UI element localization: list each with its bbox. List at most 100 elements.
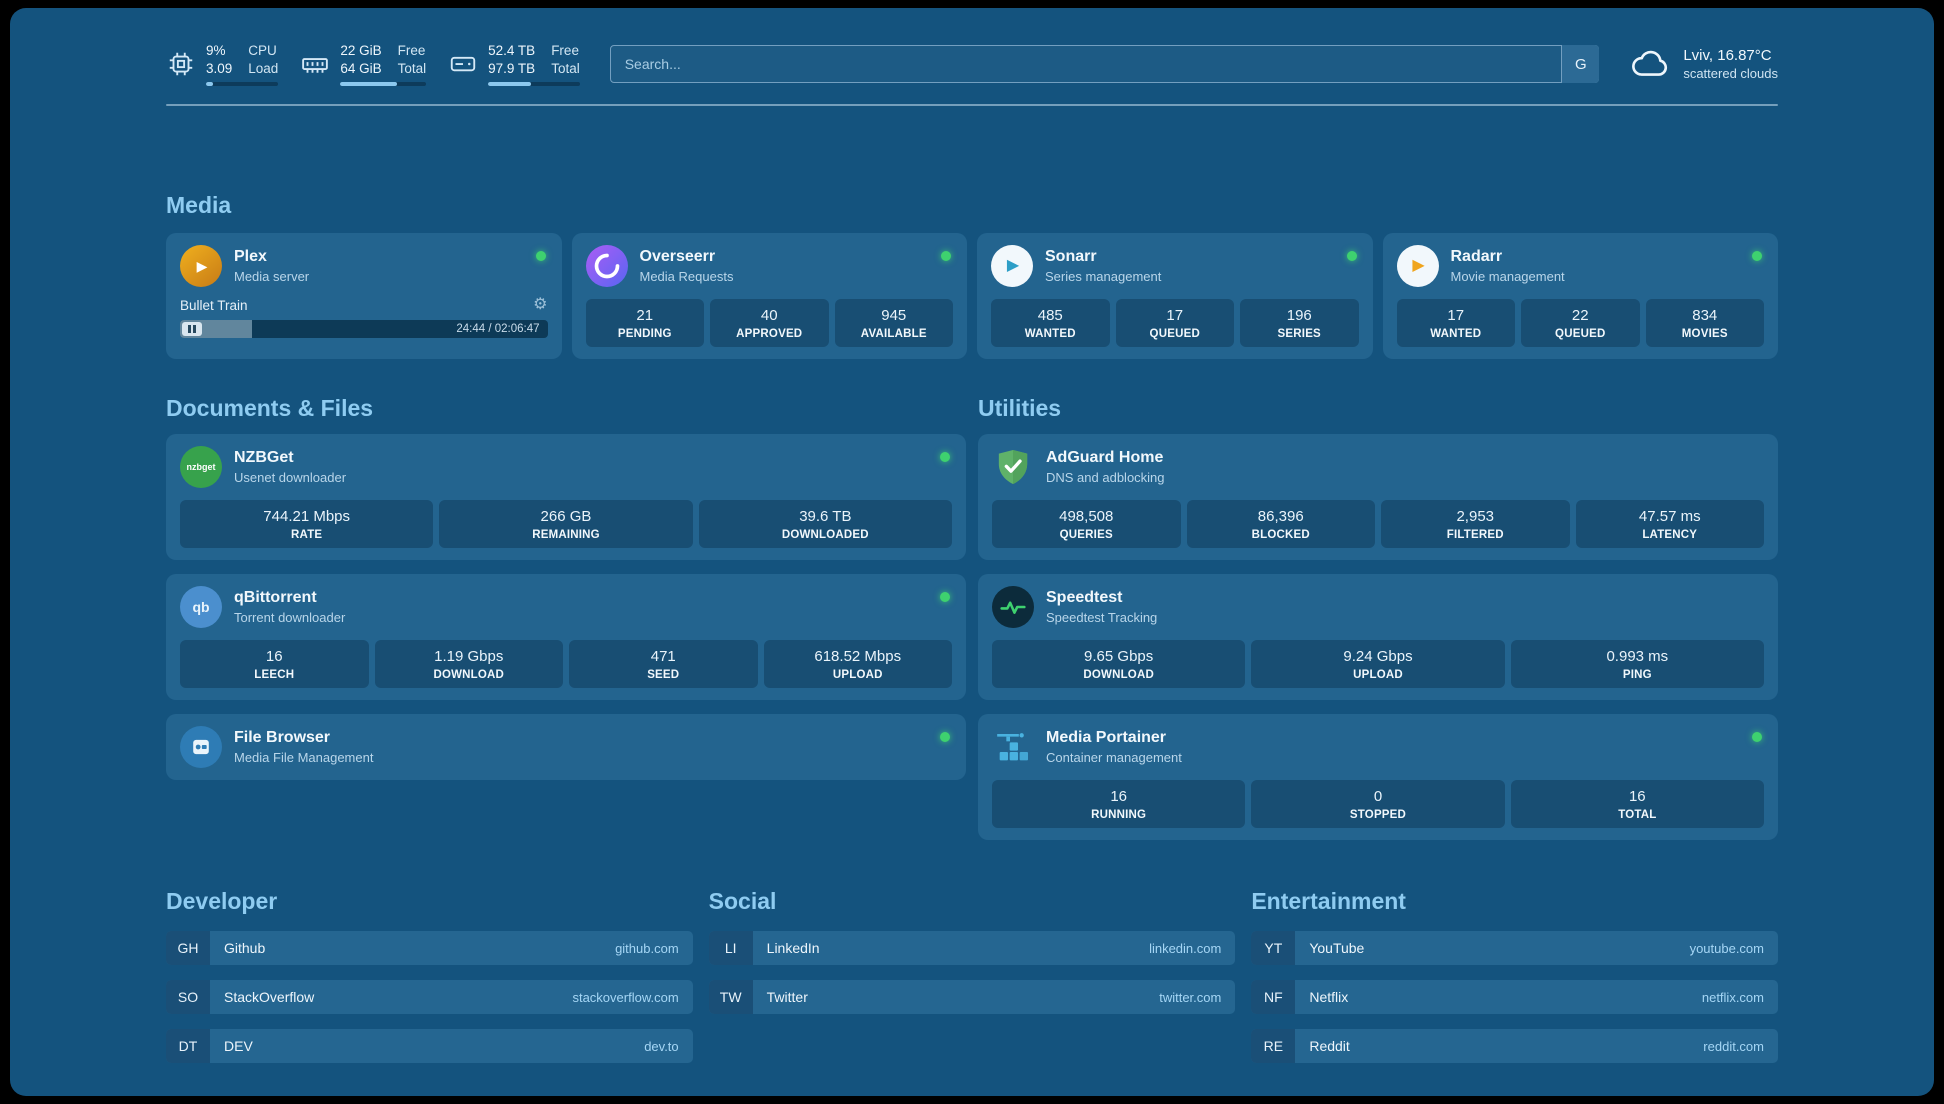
app-subtitle-nzbget: Usenet downloader [234, 470, 347, 486]
section-title-social: Social [708, 888, 777, 915]
status-indicator [940, 592, 950, 603]
bookmark-name: StackOverflow [224, 989, 315, 1006]
bookmark-url: stackoverflow.com [572, 989, 679, 1005]
portainer-crane-icon [992, 726, 1034, 768]
cpu-widget: 9% 3.09 CPU Load [166, 42, 279, 87]
app-subtitle-adguard: DNS and adblocking [1046, 470, 1165, 486]
stat-label: PING [1622, 669, 1652, 682]
bookmark-abbr: YT [1251, 931, 1296, 966]
stat-value: 266 GB [540, 508, 592, 526]
stat-label: SEED [647, 669, 680, 682]
stat-tile: 39.6 TB DOWNLOADED [698, 500, 952, 549]
overseerr-icon [585, 245, 628, 288]
stat-label: QUEUED [1555, 328, 1606, 341]
app-card-overseerr[interactable]: Overseerr Media Requests 21 PENDING 40 A… [571, 233, 967, 360]
dashboard-window: 9% 3.09 CPU Load [10, 8, 1934, 1096]
bookmark-url: netflix.com [1701, 989, 1764, 1005]
stat-value: 86,396 [1257, 508, 1304, 526]
search-engine-button[interactable]: G [1561, 45, 1600, 84]
cpu-label: CPU [248, 43, 277, 58]
app-name-filebrowser: File Browser [234, 729, 331, 747]
bookmark-url: twitter.com [1159, 989, 1222, 1005]
stat-label: RATE [291, 529, 323, 542]
stat-tile: 0.993 ms PING [1510, 640, 1764, 689]
stat-value: 498,508 [1059, 508, 1114, 526]
stat-label: LATENCY [1642, 529, 1698, 542]
section-developer: Developer GH Github github.com SO StackO… [166, 888, 693, 1064]
app-card-nzbget[interactable]: nzbget NZBGet Usenet downloader 744.21 M… [166, 434, 966, 561]
stat-label: REMAINING [532, 529, 600, 542]
app-card-portainer[interactable]: Media Portainer Container management 16 … [978, 714, 1778, 841]
pause-button[interactable] [182, 322, 202, 337]
stat-tile: 17 QUEUED [1115, 299, 1234, 348]
app-name-overseerr: Overseerr [639, 248, 716, 266]
section-title-documents: Documents & Files [166, 395, 374, 422]
stat-value: 744.21 Mbps [263, 508, 351, 526]
stat-value: 9.24 Gbps [1343, 648, 1413, 666]
app-name-radarr: Radarr [1450, 248, 1503, 266]
bookmark-name: Netflix [1309, 989, 1349, 1006]
app-card-speedtest[interactable]: Speedtest Speedtest Tracking 9.65 Gbps D… [978, 574, 1778, 701]
disk-label-free: Free [551, 43, 579, 58]
app-card-plex[interactable]: ▶ Plex Media server Bullet Train ⚙ [166, 233, 562, 360]
stat-tile: 16 TOTAL [1510, 780, 1764, 829]
stat-tile: 471 SEED [569, 640, 758, 689]
stat-tile: 834 MOVIES [1645, 299, 1764, 348]
stat-tile: 945 AVAILABLE [834, 299, 953, 348]
stat-label: UPLOAD [832, 669, 883, 682]
stat-label: RUNNING [1091, 809, 1147, 822]
weather-widget[interactable]: Lviv, 16.87°C scattered clouds [1629, 43, 1778, 85]
adguard-shield-icon [992, 446, 1034, 488]
cpu-load-value: 3.09 [206, 61, 233, 77]
weather-location: Lviv, 16.87°C [1683, 47, 1772, 65]
memory-total: 64 GiB [340, 61, 382, 77]
app-subtitle-qbittorrent: Torrent downloader [234, 610, 346, 626]
app-card-filebrowser[interactable]: File Browser Media File Management [166, 714, 966, 781]
stat-label: QUEUED [1149, 328, 1200, 341]
app-card-sonarr[interactable]: ▶ Sonarr Series management 485 WANTED [977, 233, 1373, 360]
bookmark-youtube[interactable]: YT YouTube youtube.com [1251, 931, 1778, 966]
cpu-label-2: Load [248, 61, 279, 77]
app-subtitle-plex: Media server [234, 269, 310, 285]
stat-tile: 40 APPROVED [710, 299, 829, 348]
section-utilities: Utilities AdGuard Home DNS and adblockin… [978, 395, 1778, 841]
stat-value: 945 [881, 307, 907, 325]
bookmark-reddit[interactable]: RE Reddit reddit.com [1251, 1029, 1778, 1064]
status-indicator [940, 732, 950, 743]
playback-progress-bar[interactable]: 24:44 / 02:06:47 [180, 320, 548, 339]
stat-label: SERIES [1277, 328, 1321, 341]
stat-label: TOTAL [1618, 809, 1657, 822]
bookmark-dev[interactable]: DT DEV dev.to [166, 1029, 693, 1064]
cloud-icon [1629, 43, 1671, 85]
filebrowser-icon [180, 726, 222, 769]
bookmark-linkedin[interactable]: LI LinkedIn linkedin.com [708, 931, 1236, 966]
stat-value: 0.993 ms [1606, 648, 1669, 666]
stat-tile: 744.21 Mbps RATE [180, 500, 434, 549]
app-subtitle-portainer: Container management [1046, 750, 1182, 766]
bookmark-abbr: LI [708, 931, 753, 966]
bookmark-name: LinkedIn [766, 940, 820, 957]
bookmark-stackoverflow[interactable]: SO StackOverflow stackoverflow.com [166, 980, 693, 1015]
system-widgets: 9% 3.09 CPU Load [166, 42, 580, 87]
disk-widget: 52.4 TB 97.9 TB Free Total [448, 42, 580, 87]
search-input[interactable] [609, 45, 1600, 84]
bookmark-github[interactable]: GH Github github.com [166, 931, 693, 966]
stat-label: WANTED [1430, 328, 1482, 341]
app-subtitle-radarr: Movie management [1450, 269, 1565, 285]
disk-label-total: Total [551, 61, 580, 77]
gear-icon[interactable]: ⚙ [533, 296, 548, 314]
disk-usage-bar [488, 82, 580, 87]
bookmark-netflix[interactable]: NF Netflix netflix.com [1251, 980, 1778, 1015]
stat-value: 16 [1628, 788, 1646, 806]
bookmark-name: Github [224, 940, 266, 957]
app-card-qbittorrent[interactable]: qb qBittorrent Torrent downloader 16 LEE… [166, 574, 966, 701]
app-card-adguard[interactable]: AdGuard Home DNS and adblocking 498,508 … [978, 434, 1778, 561]
bookmark-twitter[interactable]: TW Twitter twitter.com [708, 980, 1236, 1015]
stat-value: 47.57 ms [1638, 508, 1701, 526]
stat-label: AVAILABLE [860, 328, 927, 341]
bookmark-name: Twitter [766, 989, 808, 1006]
stat-tile: 22 QUEUED [1521, 299, 1640, 348]
app-name-adguard: AdGuard Home [1046, 449, 1164, 467]
bookmark-name: DEV [224, 1038, 253, 1055]
app-card-radarr[interactable]: ▶ Radarr Movie management 17 WANTED [1382, 233, 1778, 360]
